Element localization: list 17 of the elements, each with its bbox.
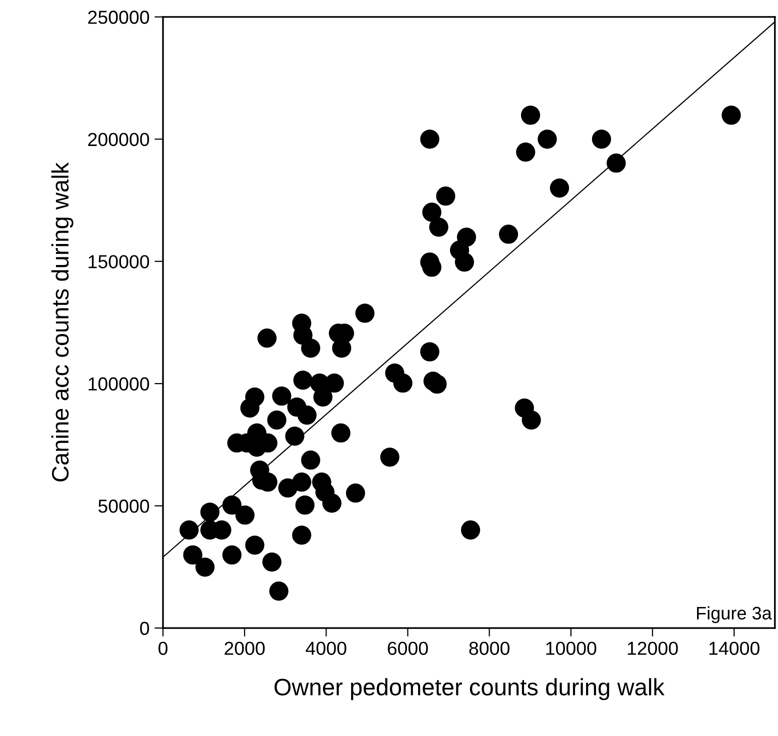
x-tick-label: 0 <box>158 642 168 655</box>
x-tick-label: 12000 <box>628 642 678 655</box>
x-tick-label: 10000 <box>546 642 596 655</box>
y-tick-label: 50000 <box>98 500 150 513</box>
x-tick-label: 14000 <box>709 642 760 655</box>
annotation: Figure 3a <box>697 606 772 624</box>
y-tick-label: 0 <box>140 622 150 636</box>
y-tick-label: 250000 <box>88 10 150 24</box>
y-axis-title: Canine acc counts during walk <box>51 162 74 482</box>
x-tick-label: 2000 <box>224 642 265 655</box>
y-tick-label: 200000 <box>88 132 150 146</box>
x-tick-label: 4000 <box>306 642 346 655</box>
x-tick-label: 6000 <box>388 642 428 655</box>
y-tick-label: 150000 <box>88 255 150 268</box>
x-axis-title: Owner pedometer counts during walk <box>274 678 665 700</box>
x-tick-label: 8000 <box>469 642 510 655</box>
y-tick-label: 100000 <box>88 377 150 391</box>
